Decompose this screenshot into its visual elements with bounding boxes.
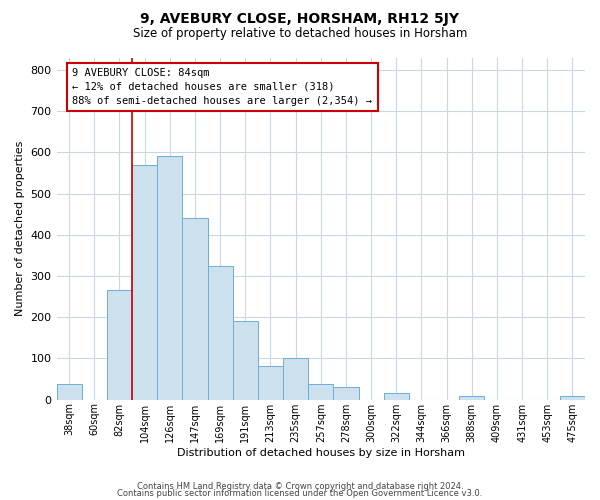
Bar <box>233 322 258 400</box>
Bar <box>182 218 208 400</box>
X-axis label: Distribution of detached houses by size in Horsham: Distribution of detached houses by size … <box>177 448 465 458</box>
Bar <box>258 366 283 400</box>
Bar <box>132 164 157 400</box>
Text: Size of property relative to detached houses in Horsham: Size of property relative to detached ho… <box>133 28 467 40</box>
Y-axis label: Number of detached properties: Number of detached properties <box>15 141 25 316</box>
Bar <box>459 396 484 400</box>
Bar <box>308 384 334 400</box>
Text: Contains public sector information licensed under the Open Government Licence v3: Contains public sector information licen… <box>118 490 482 498</box>
Bar <box>107 290 132 400</box>
Text: Contains HM Land Registry data © Crown copyright and database right 2024.: Contains HM Land Registry data © Crown c… <box>137 482 463 491</box>
Bar <box>560 396 585 400</box>
Bar <box>334 388 359 400</box>
Bar <box>157 156 182 400</box>
Bar <box>383 394 409 400</box>
Bar <box>208 266 233 400</box>
Bar <box>56 384 82 400</box>
Bar <box>283 358 308 400</box>
Text: 9 AVEBURY CLOSE: 84sqm
← 12% of detached houses are smaller (318)
88% of semi-de: 9 AVEBURY CLOSE: 84sqm ← 12% of detached… <box>73 68 373 106</box>
Text: 9, AVEBURY CLOSE, HORSHAM, RH12 5JY: 9, AVEBURY CLOSE, HORSHAM, RH12 5JY <box>140 12 460 26</box>
